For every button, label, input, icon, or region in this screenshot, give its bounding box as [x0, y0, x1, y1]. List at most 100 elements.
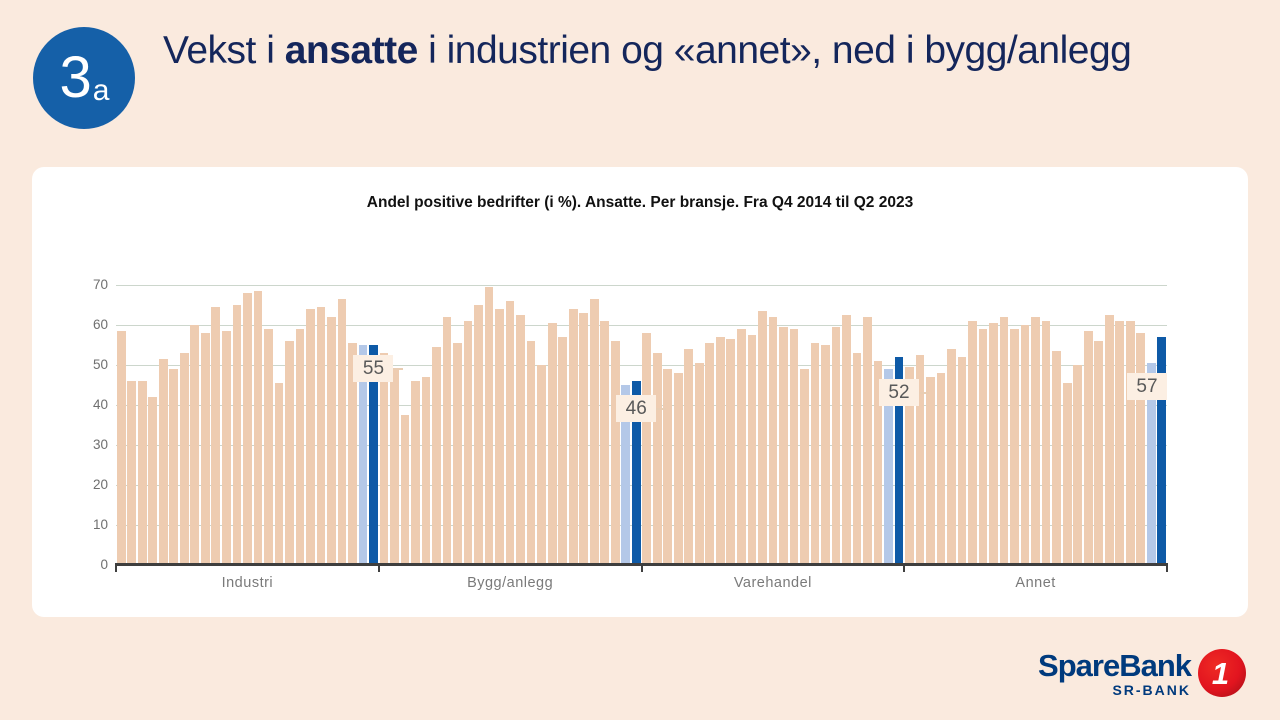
y-axis-label-0: 0 — [100, 557, 108, 572]
value-callout-varehandel: 52 — [878, 379, 919, 406]
bar — [222, 331, 231, 565]
bar — [547, 323, 557, 565]
bar — [400, 415, 410, 565]
bar — [926, 377, 935, 565]
bar — [863, 317, 872, 565]
bar-latest-quarter — [1157, 337, 1167, 565]
bar — [1115, 321, 1125, 565]
value-callout-annet: 57 — [1127, 373, 1167, 400]
category-label-annet: Annet — [1015, 575, 1056, 591]
bar — [442, 317, 452, 565]
bar — [274, 383, 284, 565]
gridline-50 — [116, 364, 1167, 366]
x-axis-tick — [377, 566, 380, 572]
bar — [821, 345, 830, 565]
slide-number-badge: 3 a — [33, 27, 135, 129]
logo-one-digit: 1 — [1211, 655, 1230, 691]
bar — [1125, 321, 1135, 565]
bar-latest-quarter — [631, 381, 641, 565]
logo-text: SpareBank SR-BANK — [1038, 650, 1192, 698]
callout-leader-line — [393, 368, 404, 370]
bar — [127, 381, 137, 565]
callout-leader-line — [656, 408, 667, 410]
bar — [327, 317, 336, 565]
bar — [673, 373, 683, 565]
bar — [1073, 365, 1082, 565]
logo-subbrand: SR-BANK — [1112, 681, 1191, 698]
x-axis-tick — [640, 566, 643, 572]
bar — [495, 309, 504, 565]
bar — [1041, 321, 1051, 565]
bar — [453, 343, 462, 565]
y-axis-label-50: 50 — [92, 357, 108, 372]
plot-area: 0 10 20 30 40 50 60 70 55 46 52 57 — [93, 278, 1167, 571]
gridline-20 — [116, 484, 1167, 486]
bar — [610, 341, 620, 565]
chart-title: Andel positive bedrifter (i %). Ansatte.… — [366, 194, 914, 211]
bar — [663, 369, 673, 565]
bar — [705, 343, 715, 565]
bar — [516, 315, 525, 565]
value-callout-bygg/anlegg: 46 — [616, 395, 657, 422]
bar — [1062, 383, 1072, 565]
bar — [1010, 329, 1019, 565]
sparebank-1-icon: 1 — [1198, 649, 1246, 697]
x-axis-tick — [115, 566, 117, 572]
bar — [200, 333, 210, 565]
bar — [810, 343, 820, 565]
bar — [852, 353, 862, 565]
y-axis-label-40: 40 — [92, 397, 108, 412]
bar — [789, 329, 799, 565]
bar — [421, 377, 431, 565]
bar — [484, 287, 494, 565]
y-axis-label-10: 10 — [92, 517, 108, 532]
page-title-suffix: i industrien og «annet», ned i bygg/anle… — [417, 29, 1132, 72]
slide-number: 3 — [59, 45, 92, 110]
bar — [978, 329, 988, 565]
bar — [232, 305, 242, 565]
bar — [589, 299, 599, 565]
x-axis-tick — [1166, 566, 1168, 572]
bar — [137, 381, 147, 565]
bar — [169, 369, 179, 565]
bar — [558, 337, 568, 565]
bar-latest-quarter — [369, 345, 378, 565]
bar — [694, 363, 704, 565]
bar — [736, 329, 746, 565]
x-axis — [115, 563, 1168, 572]
bar — [779, 327, 788, 565]
bar — [715, 337, 725, 565]
y-axis-label-30: 30 — [92, 437, 108, 452]
bar — [989, 323, 998, 565]
bar — [179, 353, 189, 565]
bar — [148, 397, 158, 565]
callout-leader-line — [918, 392, 929, 394]
bar — [947, 349, 956, 565]
bar — [295, 329, 305, 565]
x-axis-tick — [903, 566, 906, 572]
bar — [968, 321, 977, 565]
bar — [463, 321, 473, 565]
bar — [768, 317, 778, 565]
bar — [1020, 325, 1030, 565]
bar — [1136, 333, 1146, 565]
page-title-prefix: Vekst i — [163, 29, 285, 72]
bar — [505, 301, 515, 565]
y-axis-label-60: 60 — [92, 317, 108, 332]
bar — [652, 353, 662, 565]
bar — [158, 359, 168, 565]
value-callout-industri: 55 — [353, 355, 394, 382]
bar-previous-quarter — [884, 369, 893, 565]
slide-number-suffix: a — [92, 74, 110, 107]
bar — [190, 325, 200, 565]
bar — [432, 347, 441, 565]
y-axis-label-20: 20 — [92, 477, 108, 492]
bar — [758, 311, 767, 565]
bar — [747, 335, 757, 565]
page-title: Vekst i ansatte i industrien og «annet»,… — [163, 29, 1132, 73]
bar-previous-quarter — [1146, 363, 1156, 565]
bar — [337, 299, 347, 565]
bar — [600, 321, 610, 565]
y-axis-label-70: 70 — [92, 277, 108, 292]
bar — [831, 327, 841, 565]
